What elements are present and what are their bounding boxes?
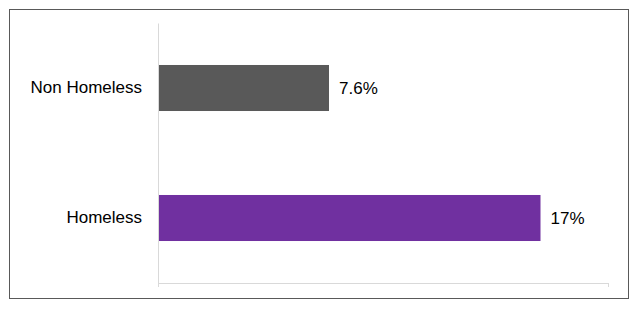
x-tick (158, 283, 159, 287)
y-axis-line (158, 24, 159, 284)
category-label: Non Homeless (31, 78, 143, 97)
category-label: Homeless (66, 208, 142, 227)
data-label: 7.6% (339, 79, 378, 98)
y-tick: Non Homeless (31, 78, 159, 97)
x-tick (608, 283, 609, 287)
x-tick-mark (608, 283, 609, 287)
bar (158, 65, 329, 111)
x-tick-mark (158, 283, 159, 287)
y-tick: Homeless (66, 208, 158, 227)
x-axis (159, 283, 609, 287)
chart-frame (10, 10, 629, 299)
data-label: 17% (551, 209, 585, 228)
data-labels: 7.6% 17% (339, 79, 585, 228)
bars (158, 65, 541, 241)
x-axis-line (159, 284, 609, 288)
bar (158, 195, 541, 241)
y-axis: Non Homeless Homeless (31, 24, 159, 284)
